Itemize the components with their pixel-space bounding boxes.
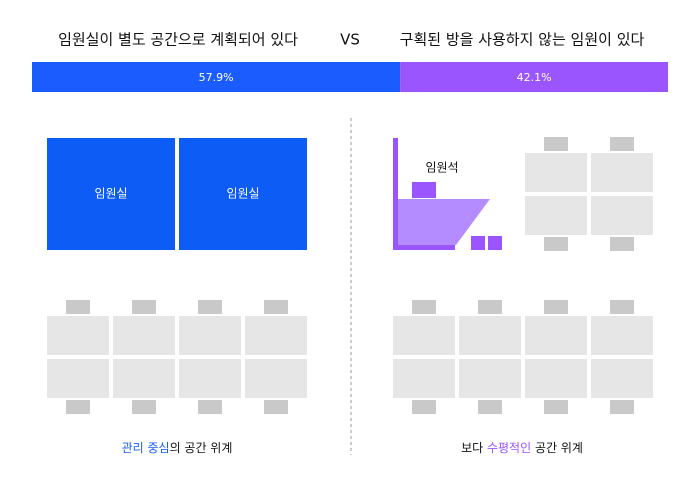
room-label: 임원실 (94, 187, 127, 201)
desk (47, 316, 109, 355)
desk (113, 316, 175, 355)
desk (459, 359, 521, 398)
desk (113, 359, 175, 398)
room-label: 임원실 (226, 187, 259, 201)
seat-label: 임원석 (425, 161, 458, 175)
chair (66, 400, 90, 414)
executive-room (179, 138, 307, 250)
caption-part: 의 공간 위계 (170, 441, 233, 455)
vs-label: VS (340, 31, 360, 49)
chair (544, 300, 568, 314)
chair (132, 300, 156, 314)
desk (591, 196, 653, 235)
desk (179, 316, 241, 355)
caption: 관리 중심의 공간 위계 (122, 441, 233, 455)
bar-segment (32, 62, 401, 92)
chair (198, 400, 222, 414)
guest-seat (471, 236, 485, 250)
caption-part: 공간 위계 (531, 441, 583, 455)
chair (66, 300, 90, 314)
right-title: 구획된 방을 사용하지 않는 임원이 있다 (400, 31, 645, 49)
bar-segment (400, 62, 668, 92)
chair (544, 237, 568, 251)
chair (132, 400, 156, 414)
caption-part: 수평적인 (487, 441, 531, 455)
chair (610, 400, 634, 414)
desk (591, 316, 653, 355)
chair (610, 237, 634, 251)
desk (393, 316, 455, 355)
desk (459, 316, 521, 355)
partition (393, 138, 398, 250)
desk (525, 153, 587, 192)
desk (393, 359, 455, 398)
desk (525, 316, 587, 355)
guest-seat (488, 236, 502, 250)
caption-part: 관리 중심 (122, 441, 170, 455)
desk (591, 153, 653, 192)
desk (525, 196, 587, 235)
caption: 보다 수평적인 공간 위계 (461, 441, 583, 455)
executive-desk (398, 199, 490, 245)
value-label: 57.9% (199, 71, 234, 84)
chair (610, 300, 634, 314)
desk (245, 316, 307, 355)
chair (610, 137, 634, 151)
value-label: 42.1% (517, 71, 552, 84)
partition (393, 245, 455, 250)
chair (412, 300, 436, 314)
left-title: 임원실이 별도 공간으로 계획되어 있다 (58, 31, 298, 49)
chair (544, 137, 568, 151)
desk (179, 359, 241, 398)
executive-room (47, 138, 175, 250)
desk (245, 359, 307, 398)
caption-part: 보다 (461, 441, 487, 455)
stacked-bar: 57.9% 42.1% (32, 62, 668, 92)
chair (478, 300, 502, 314)
chair (264, 400, 288, 414)
chair (544, 400, 568, 414)
executive-chair (412, 182, 436, 198)
chair (264, 300, 288, 314)
chair (478, 400, 502, 414)
desk (525, 359, 587, 398)
chair (198, 300, 222, 314)
desk (591, 359, 653, 398)
floor-plans (47, 137, 653, 414)
desk (47, 359, 109, 398)
chair (412, 400, 436, 414)
